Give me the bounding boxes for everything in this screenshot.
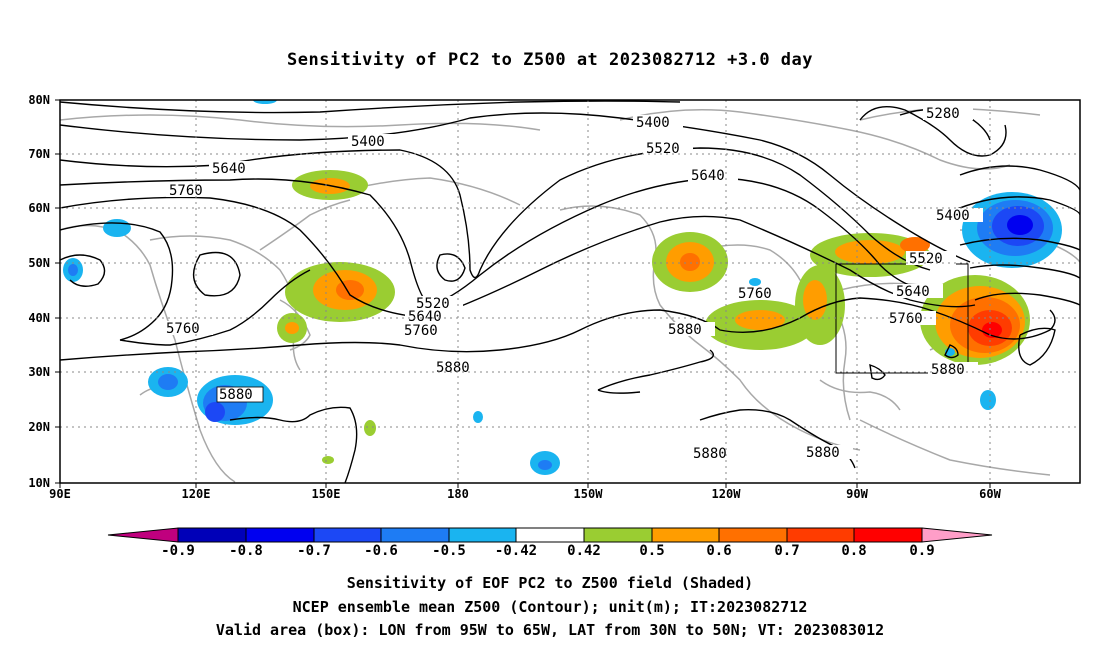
contour-label-5880: 5880 — [668, 322, 702, 338]
colorbar-swatch — [651, 527, 720, 543]
colorbar-tick-label: 0.6 — [706, 543, 732, 559]
colorbar-swatch — [718, 527, 788, 543]
contour-label-5880: 5880 — [436, 360, 470, 376]
colorbar-swatch — [245, 527, 315, 543]
lon-label: 150E — [311, 487, 341, 501]
colorbar-tick-label: -0.6 — [364, 543, 398, 559]
colorbar-swatch — [313, 527, 382, 543]
lon-label: 120E — [181, 487, 211, 501]
contour-label-5760: 5760 — [404, 323, 438, 339]
contour-label-5400: 5400 — [936, 208, 970, 224]
contour-label-5760: 5760 — [166, 321, 200, 337]
contour-label-5520: 5520 — [646, 141, 680, 157]
colorbar-swatch — [515, 527, 585, 543]
colorbar-tick-label: 0.5 — [639, 543, 665, 559]
contour-label-5520: 5520 — [416, 296, 450, 312]
colorbar-tick-label: -0.5 — [432, 543, 466, 559]
colorbar-swatch — [583, 527, 653, 543]
contour-label-5640: 5640 — [408, 309, 442, 325]
colorbar-tick-label: 0.7 — [774, 543, 800, 559]
lat-label: 50N — [28, 256, 50, 270]
lon-label: 120W — [711, 487, 741, 501]
contour-label-5640: 5640 — [896, 284, 930, 300]
lat-label: 60N — [28, 201, 50, 215]
lon-label: 180 — [447, 487, 469, 501]
colorbar-left-triangle — [107, 527, 179, 543]
colorbar-tick-label: -0.42 — [494, 543, 538, 559]
contour-label-5520: 5520 — [909, 251, 943, 267]
lon-label: 90W — [846, 487, 868, 501]
contour-label-5760: 5760 — [738, 286, 772, 302]
z500-contours — [60, 100, 1080, 483]
colorbar-tick-label: -0.9 — [161, 543, 195, 559]
lat-label: 20N — [28, 420, 50, 434]
colorbar-tick-label: 0.9 — [909, 543, 935, 559]
colorbar-tick-label: -0.7 — [297, 543, 331, 559]
footer-line-2: NCEP ensemble mean Z500 (Contour); unit(… — [292, 598, 808, 616]
colorbar-swatch — [177, 527, 247, 543]
footer-line-3: Valid area (box): LON from 95W to 65W, L… — [215, 621, 885, 639]
axis-ticks — [55, 99, 991, 488]
colorbar-swatch — [380, 527, 450, 543]
lat-label: 10N — [28, 476, 50, 490]
footer-line-1: Sensitivity of EOF PC2 to Z500 field (Sh… — [346, 574, 754, 592]
lat-label: 80N — [28, 93, 50, 107]
contour-label-5640: 5640 — [691, 168, 725, 184]
contour-label-5640: 5640 — [212, 161, 246, 177]
contour-label-5880: 5880 — [806, 445, 840, 461]
contour-label-5280: 5280 — [926, 106, 960, 122]
contour-label-5880: 5880 — [693, 446, 727, 462]
map-frame — [59, 99, 1081, 484]
colorbar-tick-label: 0.42 — [567, 543, 601, 559]
contour-label-5880: 5880 — [219, 387, 253, 403]
contour-labels: 5280 5400 5400 5400 5520 5520 5520 5640 … — [163, 106, 983, 462]
contour-label-5760: 5760 — [889, 311, 923, 327]
contour-label-5400: 5400 — [636, 115, 670, 131]
contour-label-5760: 5760 — [169, 183, 203, 199]
colorbar — [107, 527, 993, 543]
lon-label: 150W — [573, 487, 603, 501]
lat-label: 40N — [28, 311, 50, 325]
colorbar-swatch — [448, 527, 517, 543]
colorbar-swatch — [853, 527, 923, 543]
colorbar-swatch — [786, 527, 855, 543]
colorbar-right-triangle — [921, 527, 993, 543]
gridlines — [60, 100, 1080, 483]
lon-label: 90E — [49, 487, 71, 501]
colorbar-tick-label: -0.8 — [229, 543, 263, 559]
contour-label-5880: 5880 — [931, 362, 965, 378]
lat-label: 70N — [28, 147, 50, 161]
colorbar-tick-label: 0.8 — [841, 543, 867, 559]
map-title: Sensitivity of PC2 to Z500 at 2023082712… — [286, 50, 813, 70]
lat-label: 30N — [28, 365, 50, 379]
map-panel: 5280 5400 5400 5400 5520 5520 5520 5640 … — [60, 100, 1080, 483]
contour-label-5400: 5400 — [351, 134, 385, 150]
lon-label: 60W — [979, 487, 1001, 501]
